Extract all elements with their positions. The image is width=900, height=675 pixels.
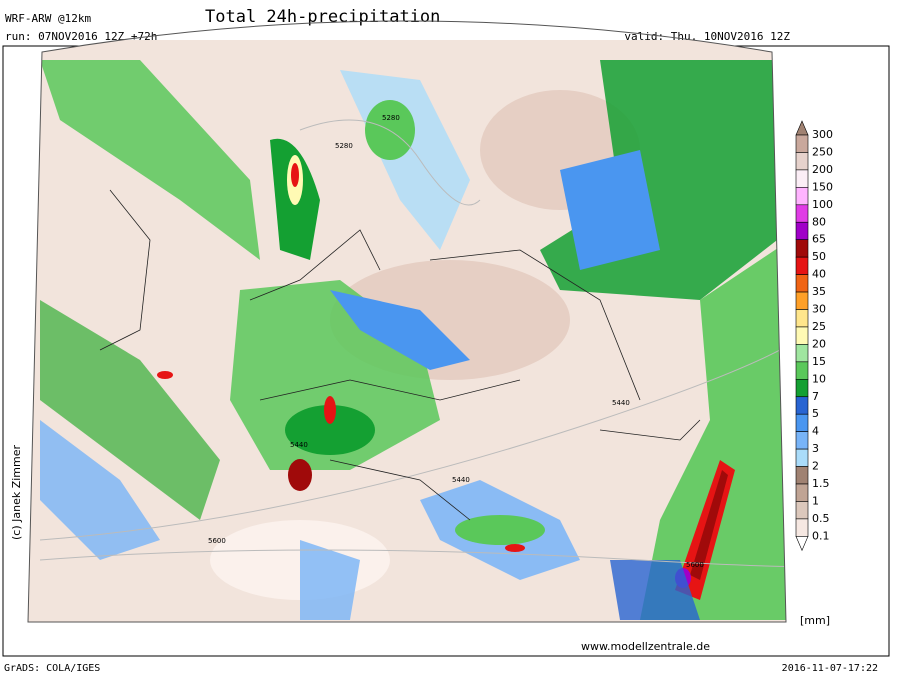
country-border — [99, 189, 701, 521]
colorbar-label: 35 — [812, 285, 826, 298]
colorbar-swatch — [795, 378, 809, 398]
colorbar-swatch — [795, 152, 809, 171]
footer-right: 2016-11-07-17:22 — [782, 663, 878, 674]
precip-core — [288, 459, 312, 491]
colorbar-label: 1 — [812, 494, 819, 507]
contour-label: 5280 — [382, 114, 400, 122]
height-contour — [39, 539, 786, 568]
precip-band — [300, 540, 360, 620]
colorbar-swatch — [795, 431, 809, 450]
colorbar-swatch — [795, 274, 809, 293]
colorbar-label: 20 — [812, 337, 826, 350]
website: www.modellzentrale.de — [581, 640, 710, 653]
colorbar-label: 7 — [812, 390, 819, 403]
colorbar-label: 4 — [812, 425, 819, 438]
colorbar-label: 3 — [812, 442, 819, 455]
precip-band — [640, 240, 786, 620]
colorbar: 300 250 200 150 100 80 65 50 40 35 30 25 20 15 10 7 5 4 3 2… — [795, 120, 833, 552]
colorbar-label: 15 — [812, 355, 826, 368]
colorbar-label: 40 — [812, 268, 826, 281]
colorbar-label: 100 — [812, 198, 833, 211]
colorbar-label: 25 — [812, 320, 826, 333]
precip-core — [324, 396, 336, 424]
precip-band — [40, 60, 260, 260]
model-label: WRF-ARW @12km — [5, 12, 91, 25]
colorbar-over — [795, 120, 809, 136]
contour-label: 5280 — [335, 142, 353, 150]
colorbar-swatch — [795, 501, 809, 520]
colorbar-label: 300 — [812, 128, 833, 141]
colorbar-label: 2 — [812, 460, 819, 473]
colorbar-label: 50 — [812, 250, 826, 263]
contour-labels: 5280 5280 5440 5440 5440 5600 5600 — [208, 114, 704, 569]
colorbar-swatch — [795, 256, 809, 275]
height-contour — [299, 119, 481, 206]
precip-core — [455, 515, 545, 545]
colorbar-swatch — [795, 291, 809, 310]
colorbar-swatch — [795, 239, 809, 258]
precip-band — [610, 560, 700, 620]
colorbar-label: 1.5 — [812, 477, 830, 490]
height-contour — [39, 299, 786, 541]
colorbar-swatch — [795, 344, 809, 363]
unit-label: [mm] — [800, 614, 830, 627]
colorbar-swatch — [795, 169, 809, 188]
colorbar-swatch — [795, 448, 809, 467]
footer-left: GrADS: COLA/IGES — [4, 663, 100, 674]
colorbar-swatch — [795, 309, 809, 328]
colorbar-label: 5 — [812, 407, 819, 420]
colorbar-label: 10 — [812, 372, 826, 385]
colorbar-swatch — [795, 518, 809, 537]
map-frame — [27, 20, 787, 623]
contour-label: 5600 — [208, 537, 226, 545]
precip-band — [560, 150, 660, 270]
colorbar-swatch — [795, 187, 809, 206]
credit: (c) Janek Zimmer — [10, 444, 23, 540]
precip-core — [690, 470, 728, 580]
valid-label: valid: Thu, 10NOV2016 12Z — [624, 30, 790, 43]
colorbar-swatch — [795, 221, 809, 241]
colorbar-swatch — [795, 396, 809, 415]
colorbar-swatch — [795, 483, 809, 502]
precip-band — [365, 100, 415, 160]
colorbar-label: 250 — [812, 145, 833, 158]
colorbar-label: 200 — [812, 163, 833, 176]
colorbar-label: 0.5 — [812, 512, 830, 525]
colorbar-swatch — [795, 413, 809, 432]
precip-map — [28, 40, 786, 622]
contour-label: 5440 — [452, 476, 470, 484]
colorbar-swatch — [795, 204, 809, 223]
contour-label: 5440 — [612, 399, 630, 407]
contour-label: 5440 — [290, 441, 308, 449]
colorbar-swatch — [795, 361, 809, 380]
colorbar-label: 65 — [812, 233, 826, 246]
precip-core — [505, 544, 525, 552]
precip-band — [330, 290, 470, 370]
precip-core — [157, 371, 173, 379]
precip-core — [291, 163, 299, 187]
map-title: Total 24h-precipitation — [205, 7, 440, 27]
contour-label: 5600 — [686, 561, 704, 569]
colorbar-under — [795, 536, 809, 552]
precip-core — [285, 405, 375, 455]
colorbar-swatch — [795, 326, 809, 345]
precip-band — [40, 300, 220, 520]
precip-band — [40, 420, 160, 560]
colorbar-label: 80 — [812, 215, 826, 228]
colorbar-swatch — [795, 134, 809, 153]
colorbar-swatch — [795, 466, 809, 485]
colorbar-label: 150 — [812, 180, 833, 193]
colorbar-label: 0.1 — [812, 529, 830, 542]
colorbar-label: 30 — [812, 303, 826, 316]
